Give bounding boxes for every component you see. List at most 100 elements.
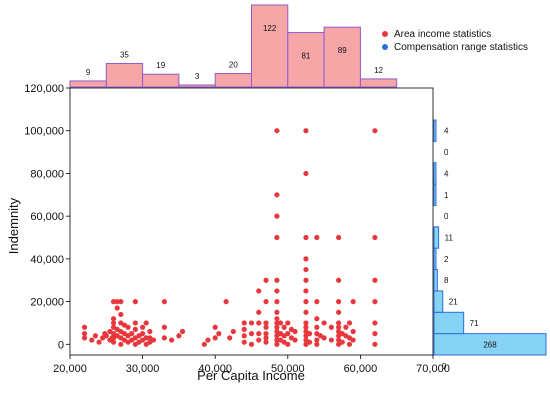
scatter-point bbox=[303, 277, 309, 283]
scatter-point bbox=[248, 320, 255, 326]
scatter-point bbox=[350, 328, 356, 335]
scatter-point bbox=[274, 213, 280, 219]
scatter-point bbox=[303, 288, 309, 294]
y-tick-label: 80,000 bbox=[30, 168, 64, 180]
right-hist-label: 21 bbox=[449, 298, 458, 307]
scatter-point bbox=[285, 331, 291, 337]
right-hist-label: 1 bbox=[444, 191, 449, 200]
scatter-point bbox=[274, 320, 280, 326]
scatter-point bbox=[227, 335, 233, 341]
top-hist-label: 89 bbox=[338, 46, 347, 55]
scatter-point bbox=[143, 320, 149, 326]
scatter-point bbox=[372, 299, 378, 305]
scatter-point bbox=[303, 324, 309, 330]
right-hist-label: 8 bbox=[444, 276, 449, 285]
right-hist-base-label: 0 bbox=[442, 362, 447, 371]
top-hist-bar bbox=[359, 78, 398, 88]
scatter-point bbox=[336, 277, 342, 283]
scatter-point bbox=[372, 128, 378, 134]
y-tick-label: 60,000 bbox=[30, 211, 64, 223]
legend-label-compensation-range: Compensation range statistics bbox=[394, 42, 528, 53]
scatter-point bbox=[350, 299, 356, 305]
x-tick-label: 70,000 bbox=[416, 363, 450, 375]
scatter-point bbox=[263, 277, 269, 283]
scatter-point bbox=[292, 328, 298, 335]
scatter-point bbox=[372, 341, 378, 347]
scatter-point bbox=[114, 299, 120, 305]
top-hist-bar bbox=[251, 4, 289, 88]
x-axis-title: Per Capita Income bbox=[197, 368, 305, 383]
scatter-point bbox=[274, 128, 280, 134]
scatter-point bbox=[263, 320, 269, 326]
scatter-point bbox=[132, 320, 138, 326]
scatter-point bbox=[205, 337, 211, 343]
top-hist-label: 12 bbox=[374, 66, 383, 75]
scatter-point bbox=[143, 335, 149, 341]
scatter-point bbox=[328, 324, 334, 330]
scatter-point bbox=[303, 320, 309, 326]
scatter-point bbox=[256, 337, 262, 343]
y-tick-label: 100,000 bbox=[24, 126, 64, 138]
scatter-point bbox=[303, 266, 309, 273]
scatter-point bbox=[321, 335, 327, 341]
y-tick-label: 0 bbox=[58, 339, 64, 351]
scatter-point bbox=[321, 320, 327, 326]
scatter-point bbox=[372, 320, 378, 326]
scatter-point bbox=[314, 341, 320, 347]
scatter-point bbox=[201, 341, 207, 347]
scatter-point bbox=[303, 309, 309, 315]
scatter-point bbox=[110, 339, 117, 345]
scatter-point bbox=[212, 335, 218, 341]
scatter-point bbox=[303, 128, 309, 134]
scatter-point bbox=[336, 309, 342, 315]
top-hist-bar bbox=[142, 73, 180, 88]
scatter-point bbox=[274, 309, 280, 315]
top-hist-label: 3 bbox=[195, 72, 200, 81]
scatter-point bbox=[147, 328, 153, 335]
right-hist-bar bbox=[433, 311, 465, 335]
scatter-point bbox=[292, 337, 298, 343]
scatter-point bbox=[81, 331, 88, 337]
scatter-point bbox=[303, 299, 309, 305]
scatter-point bbox=[161, 324, 167, 330]
scatter-point bbox=[285, 320, 291, 326]
scatter-point bbox=[263, 299, 269, 305]
top-hist-label: 20 bbox=[229, 61, 238, 70]
scatter-point bbox=[256, 320, 262, 326]
right-hist-bar bbox=[433, 183, 437, 206]
right-hist-label: 2 bbox=[444, 255, 449, 264]
top-hist-label: 35 bbox=[120, 50, 129, 59]
x-tick-label: 60,000 bbox=[344, 363, 378, 375]
scatter-point bbox=[346, 320, 353, 326]
scatter-point bbox=[132, 326, 138, 332]
top-hist-bar bbox=[287, 32, 325, 88]
right-hist-label: 268 bbox=[483, 340, 497, 349]
scatter-point bbox=[339, 339, 345, 345]
scatter-point bbox=[129, 331, 135, 337]
scatter-point bbox=[140, 324, 146, 330]
scatter-point bbox=[277, 320, 284, 326]
scatter-point bbox=[92, 333, 99, 339]
scatter-point bbox=[241, 326, 247, 332]
right-hist-bar bbox=[433, 333, 547, 356]
scatter-point bbox=[274, 324, 280, 330]
scatter-point bbox=[223, 299, 229, 305]
top-hist-bar bbox=[323, 26, 361, 88]
scatter-point bbox=[241, 339, 247, 345]
scatter-point bbox=[263, 324, 269, 330]
right-histogram: 268 71 21 8 2 11 0 1 4 0 4 0 bbox=[433, 119, 547, 371]
scatter-point bbox=[303, 234, 309, 241]
scatter-point bbox=[81, 324, 88, 330]
scatter-point bbox=[314, 234, 320, 241]
legend-marker-compensation-range bbox=[382, 44, 388, 50]
scatter-point bbox=[372, 234, 378, 241]
top-hist-bar bbox=[178, 84, 216, 88]
scatter-point bbox=[140, 331, 146, 337]
right-hist-bar bbox=[433, 226, 440, 249]
scatter-point bbox=[176, 333, 182, 339]
plot-area-frame bbox=[69, 87, 434, 356]
scatter-point bbox=[212, 324, 218, 330]
right-hist-bar bbox=[433, 119, 437, 142]
x-tick-label: 40,000 bbox=[198, 363, 232, 375]
